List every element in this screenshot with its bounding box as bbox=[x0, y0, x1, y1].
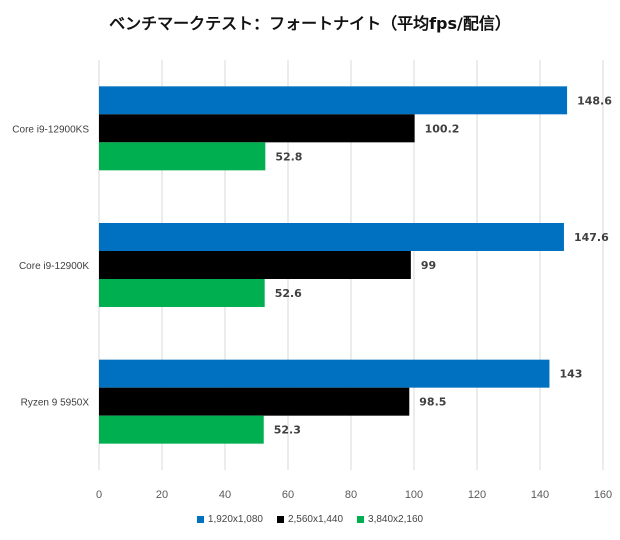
legend-item-1080: 1,920x1,080 bbox=[196, 514, 263, 525]
bar-s1-c0 bbox=[99, 114, 415, 143]
data-label-s1-c2: 98.5 bbox=[419, 396, 446, 409]
legend-swatch-1080 bbox=[196, 516, 204, 523]
x-tick-label-100: 100 bbox=[405, 489, 423, 501]
legend-label-1440: 2,560x1,440 bbox=[287, 514, 344, 525]
x-tick-label-120: 120 bbox=[468, 489, 486, 501]
bar-s2-c2 bbox=[99, 415, 264, 444]
legend-item-2160: 3,840x2,160 bbox=[357, 514, 423, 525]
legend-swatch-1440 bbox=[276, 516, 284, 523]
x-tick-label-40: 40 bbox=[219, 489, 231, 501]
legend: 1,920x1,080 2,560x1,440 3,840x2,160 bbox=[0, 514, 620, 525]
x-tick-label-0: 0 bbox=[96, 489, 102, 501]
data-label-s0-c1: 147.6 bbox=[574, 231, 609, 244]
data-label-s2-c1: 52.6 bbox=[275, 287, 302, 300]
bar-s2-c0 bbox=[99, 142, 266, 171]
x-tick-label-20: 20 bbox=[156, 489, 168, 501]
x-tick-label-140: 140 bbox=[531, 489, 549, 501]
bar-s1-c2 bbox=[99, 387, 410, 416]
bar-s0-c2 bbox=[99, 359, 550, 388]
legend-swatch-2160 bbox=[357, 516, 365, 523]
category-label-0: Core i9-12900KS bbox=[12, 124, 89, 135]
chart-title: ベンチマークテスト：フォートナイト（平均fps/配信） bbox=[109, 14, 511, 33]
legend-label-2160: 3,840x2,160 bbox=[368, 514, 424, 525]
data-label-s2-c2: 52.3 bbox=[274, 424, 301, 437]
x-tick-label-160: 160 bbox=[594, 489, 612, 501]
bar-s1-c1 bbox=[99, 251, 411, 279]
data-label-s0-c0: 148.6 bbox=[577, 94, 612, 107]
bar-s0-c0 bbox=[99, 86, 568, 115]
data-label-s1-c1: 99 bbox=[421, 259, 436, 272]
category-label-1: Core i9-12900K bbox=[19, 261, 89, 272]
bar-s2-c1 bbox=[99, 279, 265, 307]
data-label-s0-c2: 143 bbox=[559, 368, 582, 381]
category-label-2: Ryzen 9 5950X bbox=[21, 398, 90, 409]
x-tick-label-80: 80 bbox=[345, 489, 357, 501]
legend-item-1440: 2,560x1,440 bbox=[276, 514, 344, 525]
x-tick-label-60: 60 bbox=[282, 489, 294, 501]
bar-s0-c1 bbox=[99, 223, 564, 251]
data-label-s1-c0: 100.2 bbox=[425, 122, 460, 135]
data-label-s2-c0: 52.8 bbox=[275, 150, 302, 163]
legend-label-1080: 1,920x1,080 bbox=[207, 514, 263, 525]
